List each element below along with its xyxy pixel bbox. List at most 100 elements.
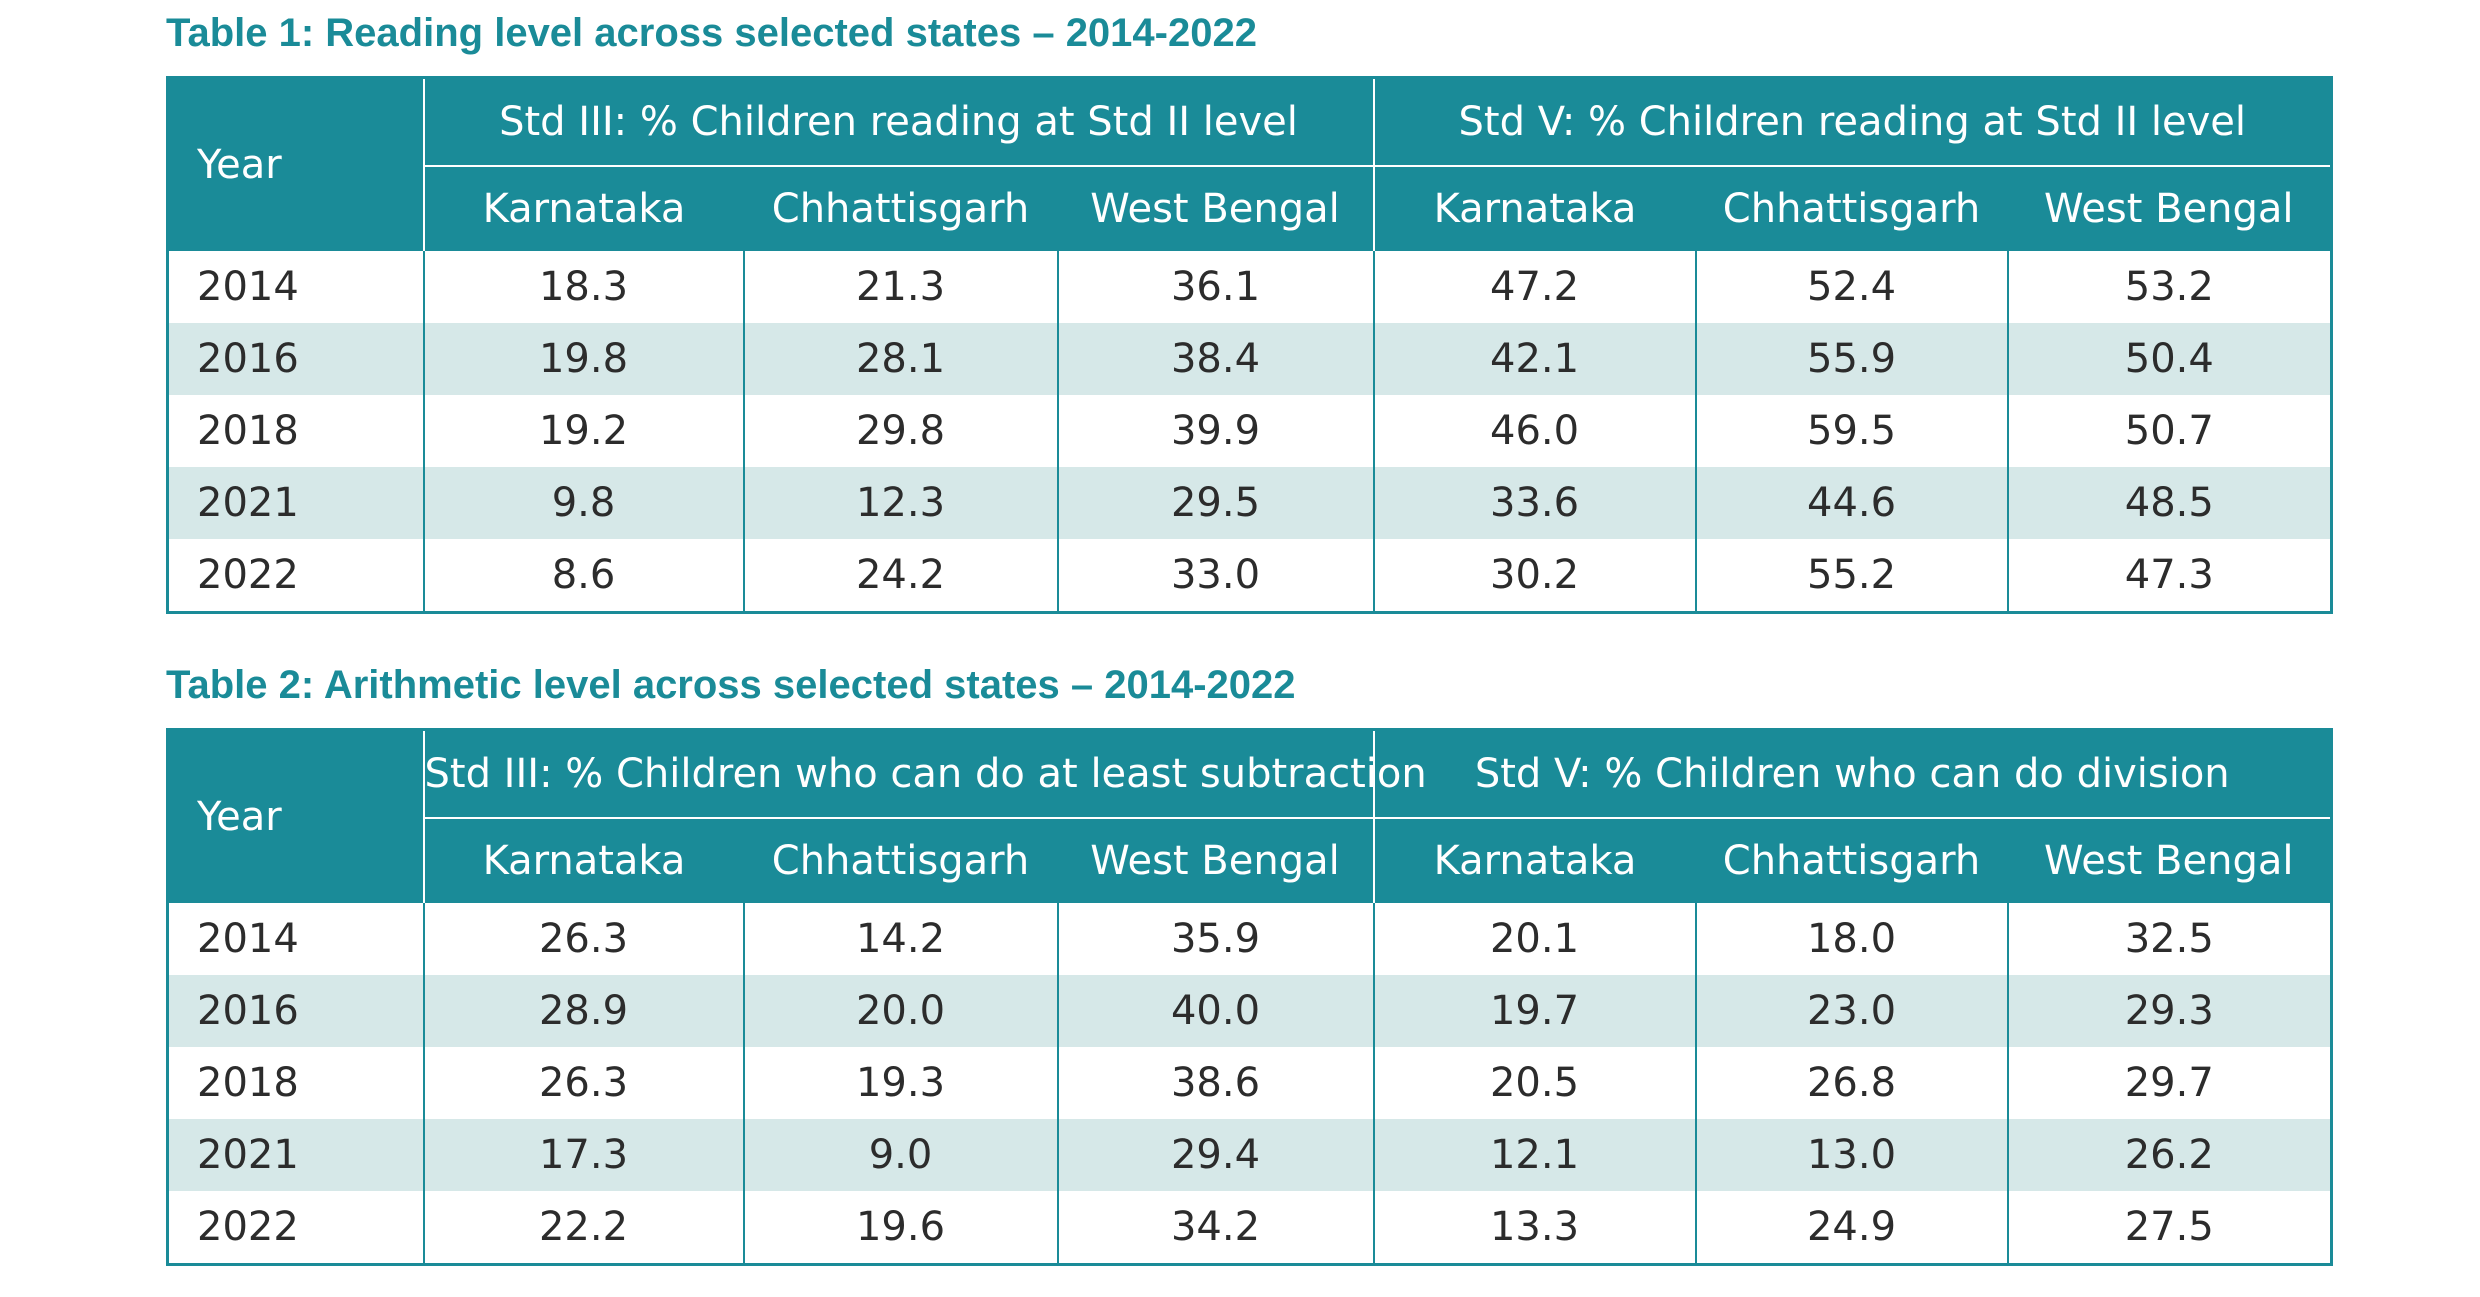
- value-cell: 17.3: [423, 1119, 745, 1191]
- year-cell: 2014: [167, 251, 425, 323]
- value-cell: 26.8: [1695, 1047, 2009, 1119]
- state-column-header: Chhattisgarh: [1695, 818, 2008, 903]
- reading-level-table: Year Std III: % Children reading at Std …: [166, 76, 2334, 614]
- reading-level-section: Table 1: Reading level across selected s…: [166, 0, 2334, 614]
- table-row: 2021 9.8 12.3 29.5 33.6 44.6 48.5: [167, 467, 2333, 539]
- table-row: 2014 18.3 21.3 36.1 47.2 52.4 53.2: [167, 251, 2333, 323]
- year-cell: 2016: [167, 975, 425, 1047]
- state-column-header: West Bengal: [1057, 166, 1375, 251]
- value-cell: 29.8: [743, 395, 1059, 467]
- table-row: 2022 8.6 24.2 33.0 30.2 55.2 47.3: [167, 539, 2333, 613]
- value-cell: 14.2: [743, 903, 1059, 975]
- value-cell: 20.0: [743, 975, 1059, 1047]
- state-column-header: Karnataka: [1373, 818, 1696, 903]
- value-cell: 47.3: [2007, 539, 2333, 613]
- state-column-header: Chhattisgarh: [743, 818, 1058, 903]
- value-cell: 33.0: [1057, 539, 1375, 613]
- value-cell: 52.4: [1695, 251, 2009, 323]
- value-cell: 40.0: [1057, 975, 1375, 1047]
- table-row: 2018 26.3 19.3 38.6 20.5 26.8 29.7: [167, 1047, 2333, 1119]
- value-cell: 29.5: [1057, 467, 1375, 539]
- year-cell: 2022: [167, 1191, 425, 1265]
- table-1-title: Table 1: Reading level across selected s…: [166, 11, 1257, 55]
- state-column-header: Karnataka: [423, 166, 744, 251]
- value-cell: 19.6: [743, 1191, 1059, 1265]
- value-cell: 35.9: [1057, 903, 1375, 975]
- year-cell: 2018: [167, 1047, 425, 1119]
- arithmetic-level-table: Year Std III: % Children who can do at l…: [166, 728, 2333, 1266]
- year-column-header: Year: [167, 729, 425, 903]
- value-cell: 36.1: [1057, 251, 1375, 323]
- std-v-group-header: Std V: % Children who can do division: [1373, 729, 2332, 819]
- value-cell: 32.5: [2007, 903, 2333, 975]
- year-cell: 2016: [167, 323, 425, 395]
- year-cell: 2014: [167, 903, 425, 975]
- value-cell: 48.5: [2007, 467, 2333, 539]
- value-cell: 47.2: [1373, 251, 1697, 323]
- value-cell: 19.3: [743, 1047, 1059, 1119]
- value-cell: 50.7: [2007, 395, 2333, 467]
- state-column-header: Karnataka: [1373, 166, 1696, 251]
- std-v-group-header: Std V: % Children reading at Std II leve…: [1373, 77, 2332, 167]
- table-row: 2016 19.8 28.1 38.4 42.1 55.9 50.4: [167, 323, 2333, 395]
- value-cell: 22.2: [423, 1191, 745, 1265]
- table-row: 2021 17.3 9.0 29.4 12.1 13.0 26.2: [167, 1119, 2333, 1191]
- value-cell: 13.0: [1695, 1119, 2009, 1191]
- value-cell: 46.0: [1373, 395, 1697, 467]
- value-cell: 50.4: [2007, 323, 2333, 395]
- value-cell: 53.2: [2007, 251, 2333, 323]
- state-column-header: Chhattisgarh: [743, 166, 1058, 251]
- value-cell: 9.0: [743, 1119, 1059, 1191]
- value-cell: 8.6: [423, 539, 745, 613]
- value-cell: 28.1: [743, 323, 1059, 395]
- std-iii-group-header: Std III: % Children who can do at least …: [423, 729, 1427, 819]
- value-cell: 29.4: [1057, 1119, 1375, 1191]
- value-cell: 33.6: [1373, 467, 1697, 539]
- year-cell: 2022: [167, 539, 425, 613]
- value-cell: 26.2: [2007, 1119, 2333, 1191]
- value-cell: 18.3: [423, 251, 745, 323]
- value-cell: 26.3: [423, 1047, 745, 1119]
- value-cell: 12.3: [743, 467, 1059, 539]
- value-cell: 34.2: [1057, 1191, 1375, 1265]
- value-cell: 27.5: [2007, 1191, 2333, 1265]
- value-cell: 19.7: [1373, 975, 1697, 1047]
- table-row: 2022 22.2 19.6 34.2 13.3 24.9 27.5: [167, 1191, 2333, 1265]
- arithmetic-level-section: Table 2: Arithmetic level across selecte…: [166, 652, 2333, 1266]
- year-cell: 2018: [167, 395, 425, 467]
- value-cell: 13.3: [1373, 1191, 1697, 1265]
- table-row: 2016 28.9 20.0 40.0 19.7 23.0 29.3: [167, 975, 2333, 1047]
- value-cell: 28.9: [423, 975, 745, 1047]
- value-cell: 23.0: [1695, 975, 2009, 1047]
- year-cell: 2021: [167, 1119, 425, 1191]
- value-cell: 30.2: [1373, 539, 1697, 613]
- state-column-header: Karnataka: [423, 818, 744, 903]
- value-cell: 59.5: [1695, 395, 2009, 467]
- table-row: 2018 19.2 29.8 39.9 46.0 59.5 50.7: [167, 395, 2333, 467]
- value-cell: 24.9: [1695, 1191, 2009, 1265]
- value-cell: 55.9: [1695, 323, 2009, 395]
- value-cell: 26.3: [423, 903, 745, 975]
- value-cell: 18.0: [1695, 903, 2009, 975]
- value-cell: 19.2: [423, 395, 745, 467]
- std-iii-group-header: Std III: % Children reading at Std II le…: [423, 77, 1375, 167]
- value-cell: 19.8: [423, 323, 745, 395]
- value-cell: 20.1: [1373, 903, 1697, 975]
- table-row: 2014 26.3 14.2 35.9 20.1 18.0 32.5: [167, 903, 2333, 975]
- year-column-header: Year: [167, 77, 425, 251]
- value-cell: 42.1: [1373, 323, 1697, 395]
- state-column-header: Chhattisgarh: [1695, 166, 2008, 251]
- value-cell: 29.7: [2007, 1047, 2333, 1119]
- value-cell: 20.5: [1373, 1047, 1697, 1119]
- value-cell: 38.6: [1057, 1047, 1375, 1119]
- value-cell: 9.8: [423, 467, 745, 539]
- value-cell: 21.3: [743, 251, 1059, 323]
- state-column-header: West Bengal: [2007, 818, 2332, 903]
- value-cell: 39.9: [1057, 395, 1375, 467]
- value-cell: 29.3: [2007, 975, 2333, 1047]
- year-cell: 2021: [167, 467, 425, 539]
- table-2-title: Table 2: Arithmetic level across selecte…: [166, 663, 1296, 707]
- value-cell: 24.2: [743, 539, 1059, 613]
- value-cell: 55.2: [1695, 539, 2009, 613]
- state-column-header: West Bengal: [1057, 818, 1375, 903]
